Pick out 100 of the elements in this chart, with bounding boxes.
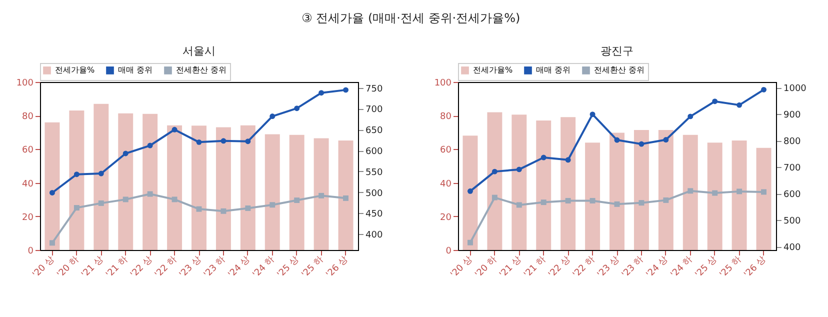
point xyxy=(663,197,669,203)
point xyxy=(614,137,620,143)
bar xyxy=(142,114,158,250)
y-tick-label: 80 xyxy=(440,112,452,122)
bar xyxy=(732,140,747,250)
x-tick-label: '22 하 xyxy=(571,254,597,280)
point xyxy=(712,98,718,104)
x-tick-label: '20 하 xyxy=(474,254,499,280)
point xyxy=(245,205,251,211)
x-tick-label: '20 상 xyxy=(31,254,56,280)
point xyxy=(49,240,55,246)
point xyxy=(614,201,620,207)
point xyxy=(74,172,80,178)
point xyxy=(638,200,644,206)
y-tick-label: 0 xyxy=(446,246,452,256)
y2-tick-label: 900 xyxy=(784,110,801,121)
chart-subtitle: 광진구 xyxy=(600,44,634,58)
bar xyxy=(634,130,649,250)
point xyxy=(172,126,178,132)
y-tick-label: 20 xyxy=(440,212,452,223)
bar xyxy=(756,148,772,250)
point xyxy=(467,240,473,246)
bar xyxy=(264,134,280,250)
point xyxy=(688,114,694,120)
bar xyxy=(585,142,600,250)
legend-label: 전세가율% xyxy=(473,65,513,74)
point xyxy=(540,200,546,206)
legend-label: 전세가율% xyxy=(55,65,95,74)
point xyxy=(147,142,153,148)
x-tick-label: '24 하 xyxy=(251,254,277,280)
x-tick-label: '25 상 xyxy=(276,254,302,280)
point xyxy=(343,87,349,93)
point xyxy=(467,188,473,194)
y2-tick-label: 600 xyxy=(366,147,383,158)
bar xyxy=(289,134,304,250)
y2-tick-label: 650 xyxy=(366,126,383,136)
y-tick-label: 20 xyxy=(22,212,34,223)
point xyxy=(245,138,251,144)
x-tick-label: '26 상 xyxy=(742,254,768,280)
legend-label: 매매 중위 xyxy=(118,65,153,74)
y2-tick-label: 450 xyxy=(366,210,383,220)
bar xyxy=(216,127,231,250)
bar xyxy=(240,125,256,250)
y2-tick-label: 500 xyxy=(366,188,383,199)
y2-tick-label: 700 xyxy=(784,164,801,174)
y-tick-label: 100 xyxy=(434,78,452,88)
bar xyxy=(44,122,60,250)
y-tick-label: 60 xyxy=(22,146,34,156)
y-tick-label: 80 xyxy=(22,112,34,122)
point xyxy=(516,166,522,172)
point xyxy=(270,202,276,208)
point xyxy=(590,198,596,204)
point xyxy=(270,114,276,119)
bar xyxy=(192,126,206,250)
bar xyxy=(610,132,624,250)
y2-tick-label: 400 xyxy=(784,243,801,254)
x-tick-label: '24 하 xyxy=(669,254,695,280)
x-tick-label: '21 상 xyxy=(498,254,524,280)
y-tick-label: 0 xyxy=(28,246,34,256)
point xyxy=(122,196,128,202)
bar xyxy=(560,117,576,250)
x-tick-label: '25 하 xyxy=(300,254,326,280)
point xyxy=(172,196,178,202)
x-tick-label: '22 상 xyxy=(129,254,154,280)
bar xyxy=(707,142,722,250)
point xyxy=(318,192,324,198)
x-tick-label: '20 상 xyxy=(449,254,474,280)
x-tick-label: '21 하 xyxy=(522,254,548,280)
y2-tick-label: 550 xyxy=(366,168,383,178)
y2-tick-label: 400 xyxy=(366,230,383,241)
x-tick-label: '26 상 xyxy=(324,254,350,280)
bar xyxy=(69,110,84,250)
bar xyxy=(118,113,134,250)
point xyxy=(688,188,694,194)
point xyxy=(294,106,300,112)
x-tick-label: '23 상 xyxy=(178,254,204,280)
point xyxy=(343,195,349,201)
y-tick-label: 60 xyxy=(440,146,452,156)
y-tick-label: 100 xyxy=(16,78,34,88)
point xyxy=(590,112,596,118)
point xyxy=(196,139,202,145)
point xyxy=(122,150,128,156)
point xyxy=(98,170,104,176)
y2-tick-label: 700 xyxy=(366,105,383,116)
y2-tick-label: 600 xyxy=(784,190,801,200)
bar xyxy=(314,138,329,250)
point xyxy=(196,206,202,212)
bar xyxy=(536,120,552,250)
y2-tick-label: 500 xyxy=(784,216,801,227)
point xyxy=(761,86,767,92)
x-tick-label: '21 하 xyxy=(104,254,130,280)
point xyxy=(492,168,498,174)
x-tick-label: '23 하 xyxy=(202,254,228,280)
y-tick-label: 40 xyxy=(440,179,452,190)
point xyxy=(318,90,324,96)
bar xyxy=(338,140,354,250)
point xyxy=(147,191,153,197)
point xyxy=(49,190,55,196)
x-tick-label: '20 하 xyxy=(56,254,81,280)
point xyxy=(220,138,226,144)
